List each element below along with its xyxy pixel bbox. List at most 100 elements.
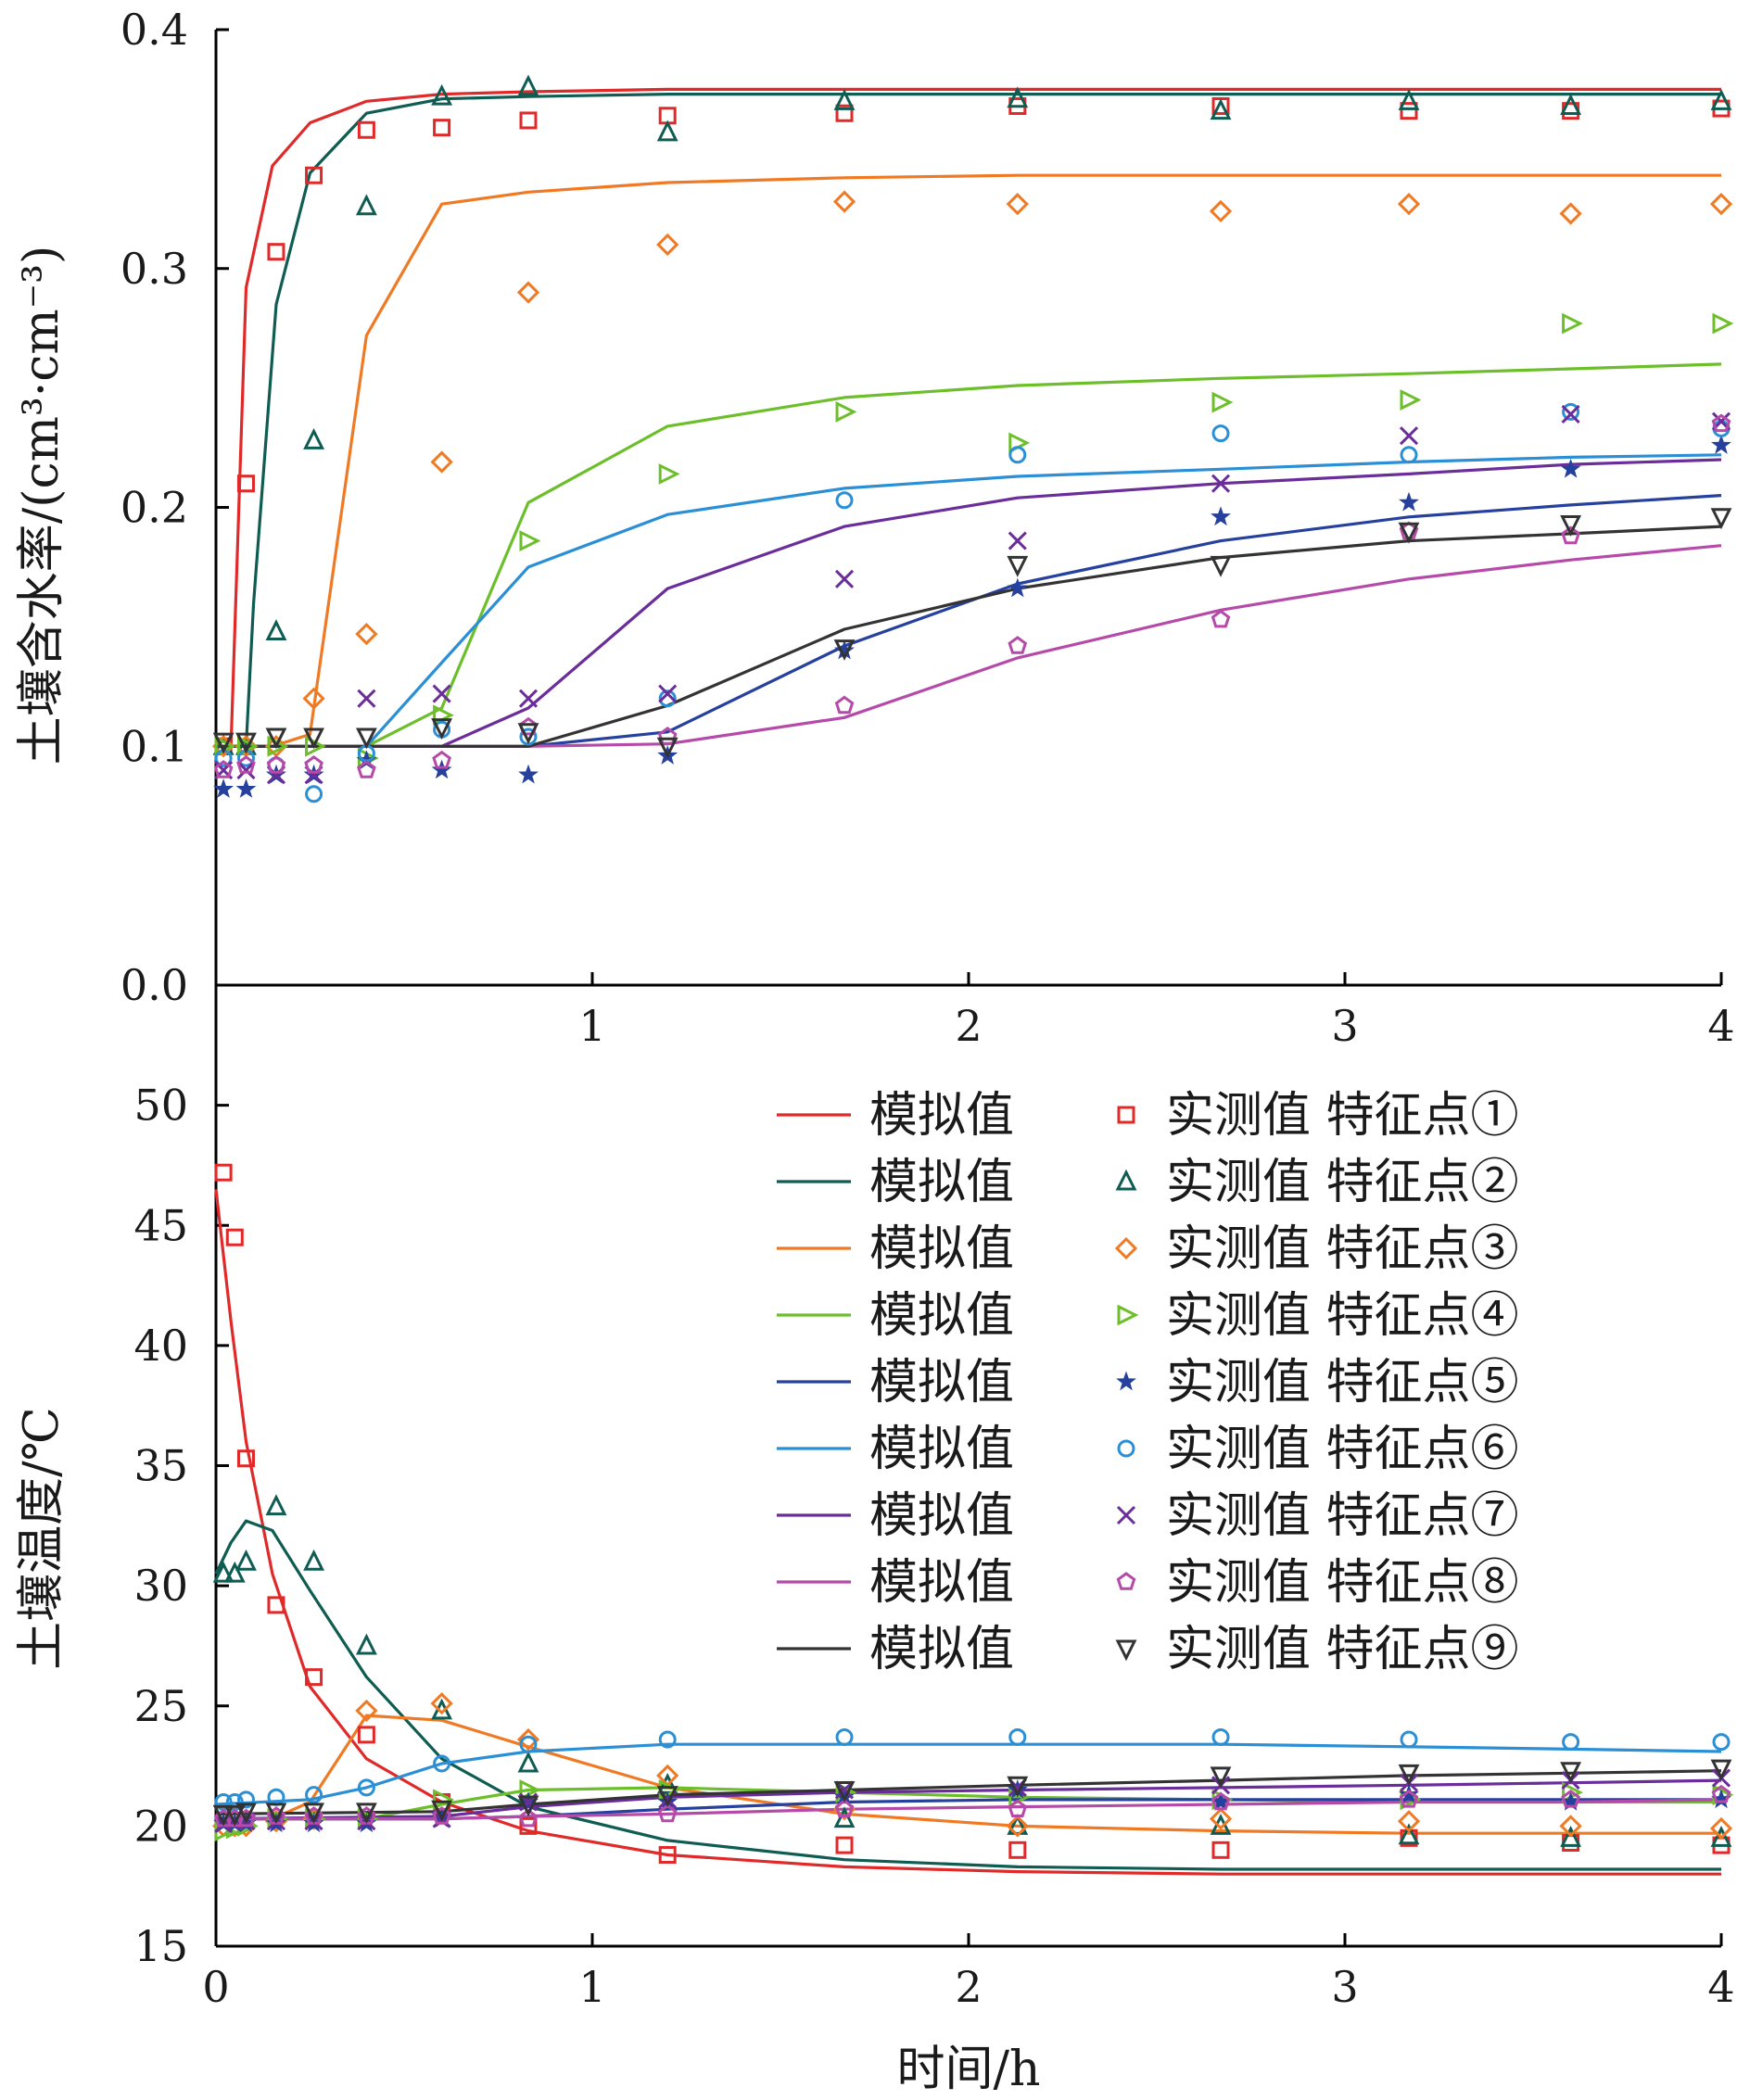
legend-measured-label: 实测值 特征点⑦: [1166, 1488, 1519, 1544]
legend-marker-5: [1116, 1371, 1136, 1391]
measured-marker-point-1: [267, 1596, 285, 1614]
y-tick-label: 0.2: [120, 483, 188, 533]
measured-marker-point-2: [431, 1698, 453, 1720]
measured-marker-point-8: [213, 760, 234, 778]
measured-marker-point-9: [1560, 1762, 1582, 1784]
measured-marker-point-6: [1008, 1727, 1027, 1746]
measured-marker-point-2: [235, 1549, 257, 1571]
measured-marker-point-6: [433, 1754, 451, 1773]
legend-sim-label: 模拟值: [869, 1488, 1014, 1544]
measured-marker-point-3: [430, 1692, 453, 1715]
y-tick-label: 30: [133, 1561, 188, 1611]
measured-marker-point-3: [302, 687, 325, 710]
sim-line-point-4: [216, 362, 1722, 748]
measured-marker-point-1: [835, 104, 854, 122]
measured-marker-point-8: [834, 1799, 855, 1817]
measured-marker-point-6: [236, 1790, 255, 1809]
measured-marker-point-5: [1007, 577, 1028, 598]
y-tick-label: 35: [133, 1441, 188, 1491]
measured-marker-point-9: [265, 727, 287, 750]
legend-sim-label: 模拟值: [869, 1288, 1014, 1344]
measured-marker-point-4: [1211, 391, 1234, 413]
legend-sim-label: 模拟值: [869, 1088, 1014, 1144]
y-tick-label: 50: [133, 1081, 188, 1131]
measured-marker-point-1: [357, 1726, 375, 1744]
measured-marker-point-5: [1399, 491, 1419, 512]
x-tick-label: 1: [578, 1001, 605, 1051]
measured-marker-point-4: [658, 462, 680, 485]
measured-marker-point-2: [355, 194, 377, 216]
measured-marker-point-8: [1561, 525, 1580, 545]
measured-marker-point-7: [1399, 426, 1419, 446]
measured-marker-point-2: [212, 1561, 235, 1583]
sim-line-point-6: [215, 1742, 1722, 1806]
sim-line-point-7: [215, 1778, 1722, 1821]
measured-marker-point-9: [212, 732, 235, 754]
measured-marker-point-9: [265, 1803, 287, 1825]
measured-marker-point-8: [1211, 1791, 1231, 1811]
measured-marker-point-7: [1008, 531, 1027, 550]
measured-marker-point-9: [833, 1780, 856, 1803]
measured-marker-point-8: [236, 755, 256, 774]
measured-marker-point-1: [236, 1449, 255, 1468]
legend-marker-2: [1115, 1169, 1137, 1191]
measured-marker-point-3: [656, 233, 679, 257]
legend-marker-6: [1117, 1439, 1135, 1458]
measured-marker-point-9: [517, 723, 539, 745]
measured-marker-point-9: [1398, 522, 1420, 544]
legend-sim-label: 模拟值: [869, 1555, 1014, 1611]
measured-marker-point-9: [1210, 555, 1232, 577]
legend-measured-label: 实测值 特征点③: [1166, 1221, 1519, 1277]
measured-marker-point-4: [1400, 389, 1422, 411]
measured-marker-point-9: [212, 1804, 235, 1827]
measured-marker-point-8: [657, 727, 678, 745]
sim-line-point-1: [214, 1189, 1721, 1876]
measured-marker-point-8: [1008, 1799, 1028, 1817]
measured-marker-point-5: [1211, 506, 1231, 526]
measured-marker-point-5: [235, 778, 257, 798]
measured-marker-point-7: [1561, 404, 1580, 424]
measured-marker-point-9: [431, 718, 453, 740]
measured-marker-point-9: [431, 1800, 453, 1822]
measured-marker-point-2: [303, 427, 324, 449]
measured-marker-point-5: [1560, 458, 1581, 478]
measured-marker-point-3: [832, 190, 856, 213]
measured-marker-point-2: [1007, 86, 1029, 108]
measured-marker-point-9: [1398, 1764, 1420, 1786]
measured-marker-point-2: [1398, 1823, 1420, 1845]
measured-marker-point-1: [305, 166, 323, 184]
measured-marker-point-5: [1399, 1784, 1419, 1804]
measured-marker-point-9: [355, 727, 377, 750]
measured-marker-point-1: [267, 243, 285, 261]
measured-marker-point-9: [517, 1795, 539, 1817]
measured-marker-point-8: [1711, 1784, 1731, 1803]
measured-marker-point-2: [517, 74, 539, 96]
measured-marker-point-6: [1712, 1733, 1731, 1752]
measured-marker-point-8: [1008, 636, 1028, 654]
measured-marker-point-3: [1559, 202, 1582, 225]
measured-marker-point-6: [1562, 402, 1580, 421]
measured-marker-point-3: [355, 1699, 378, 1723]
legend-measured-label: 实测值 特征点②: [1166, 1155, 1519, 1210]
measured-marker-point-3: [516, 281, 540, 304]
sim-line-point-1: [216, 87, 1721, 748]
legend-sim-label: 模拟值: [869, 1622, 1014, 1677]
measured-marker-point-8: [834, 695, 855, 715]
sim-line-point-2: [216, 93, 1721, 748]
legend-sim-label: 模拟值: [869, 1155, 1014, 1210]
measured-marker-point-9: [303, 727, 324, 750]
y-axis-title: 土壤温度/℃: [14, 1407, 70, 1670]
measured-marker-point-9: [833, 639, 856, 661]
measured-marker-point-8: [1211, 609, 1231, 628]
measured-marker-point-1: [1211, 1841, 1230, 1859]
measured-marker-point-3: [355, 622, 378, 646]
moisture-panel: 0.0 0.1 0.2 0.3 0.4 1 2 3 4 土壤含水率/(cm³·cm⁻³): [14, 5, 1735, 1051]
measured-marker-point-4: [433, 1789, 454, 1811]
measured-marker-point-1: [519, 1816, 538, 1835]
measured-marker-point-7: [1211, 474, 1231, 493]
sim-line-point-7: [216, 458, 1722, 748]
legend-marker-3: [1114, 1236, 1138, 1260]
measured-marker-point-6: [357, 1778, 375, 1797]
measured-marker-point-2: [431, 83, 453, 106]
